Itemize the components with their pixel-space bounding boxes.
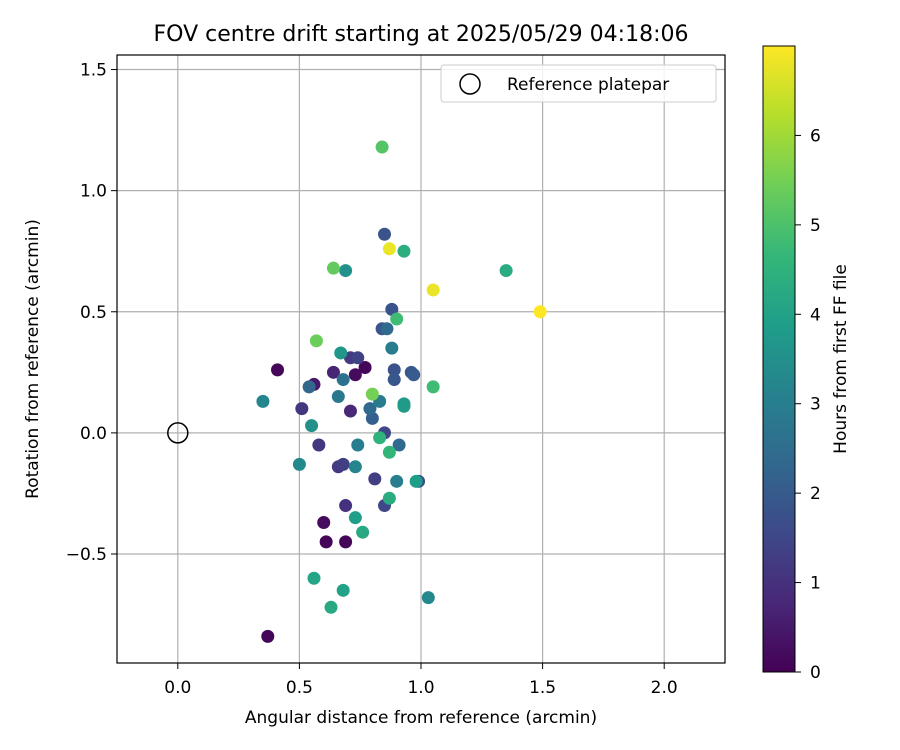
data-point (499, 264, 513, 278)
data-point (339, 535, 353, 549)
colorbar-ticks: 0 1 2 3 4 5 6 (795, 126, 821, 683)
data-point (375, 140, 389, 154)
data-point (533, 305, 547, 319)
data-point (382, 445, 396, 459)
legend-label-reference: Reference platepar (507, 75, 669, 95)
data-point (256, 394, 270, 408)
data-point (385, 341, 399, 355)
colorbar-tick-label: 1 (810, 574, 821, 594)
data-point (392, 438, 406, 452)
data-point (302, 380, 316, 394)
data-point (336, 457, 350, 471)
data-point (271, 363, 285, 377)
y-tick-label: 0.5 (80, 303, 107, 323)
data-point (397, 244, 411, 258)
colorbar-tick-label: 4 (810, 305, 821, 325)
data-point (319, 535, 333, 549)
data-point (331, 390, 345, 404)
data-point (426, 283, 440, 297)
colorbar-tick-label: 0 (810, 663, 821, 683)
data-point (390, 312, 404, 326)
x-tick-label: 0.0 (164, 678, 191, 698)
colorbar-tick-label: 2 (810, 484, 821, 504)
colorbar-gradient (762, 45, 796, 673)
data-point (351, 438, 365, 452)
data-point (348, 460, 362, 474)
data-point (324, 600, 338, 614)
data-point (309, 334, 323, 348)
data-point (421, 591, 435, 605)
data-point (387, 373, 401, 387)
y-tick-label: 1.0 (80, 182, 107, 202)
y-tick-label: −0.5 (66, 545, 107, 565)
data-point (382, 242, 396, 256)
data-point (336, 583, 350, 597)
chart-title: FOV centre drift starting at 2025/05/29 … (154, 22, 689, 47)
data-point (305, 419, 319, 433)
x-axis-ticks: 0.0 0.5 1.0 1.5 2.0 (164, 663, 678, 698)
data-point (351, 351, 365, 365)
data-point (348, 368, 362, 382)
data-point (339, 499, 353, 513)
x-tick-label: 1.0 (407, 678, 434, 698)
reference-point (167, 422, 189, 444)
data-point (292, 457, 306, 471)
data-point (261, 629, 275, 643)
y-tick-label: 0.0 (80, 424, 107, 444)
data-point (409, 474, 423, 488)
colorbar: 0 1 2 3 4 5 6 Hours from first FF file (762, 45, 851, 683)
data-point (312, 438, 326, 452)
data-point (382, 491, 396, 505)
legend-box (440, 64, 717, 103)
data-points (256, 140, 547, 643)
y-axis-ticks: −0.5 0.0 0.5 1.0 1.5 (66, 61, 117, 565)
data-point (390, 474, 404, 488)
data-point (339, 264, 353, 278)
data-point (378, 227, 392, 241)
data-point (407, 368, 421, 382)
reference-marker (167, 422, 189, 444)
y-axis-label: Rotation from reference (arcmin) (23, 219, 43, 499)
data-point (307, 571, 321, 585)
data-point (336, 373, 350, 387)
data-point (380, 322, 394, 336)
data-point (356, 525, 370, 539)
colorbar-tick-label: 3 (810, 395, 821, 415)
data-point (326, 261, 340, 275)
data-point (334, 346, 348, 360)
data-point (387, 363, 401, 377)
data-point (363, 402, 377, 416)
data-point (317, 516, 331, 530)
x-tick-label: 1.5 (529, 678, 556, 698)
data-point (348, 511, 362, 525)
data-point (343, 404, 357, 418)
colorbar-tick-label: 6 (810, 126, 821, 146)
legend-reference-marker (459, 73, 481, 95)
data-point (426, 380, 440, 394)
data-point (326, 365, 340, 379)
data-point (385, 302, 399, 316)
data-point (368, 472, 382, 486)
data-point (373, 431, 387, 445)
legend: Reference platepar (440, 64, 717, 103)
x-axis-label: Angular distance from reference (arcmin) (245, 708, 597, 728)
colorbar-tick-label: 5 (810, 216, 821, 236)
data-point (295, 402, 309, 416)
y-tick-label: 1.5 (80, 61, 107, 81)
grid-lines (117, 55, 725, 663)
data-point (365, 387, 379, 401)
data-point (358, 360, 372, 374)
x-tick-label: 0.5 (286, 678, 313, 698)
x-tick-label: 2.0 (651, 678, 678, 698)
colorbar-label: Hours from first FF file (831, 264, 851, 454)
data-point (397, 399, 411, 413)
